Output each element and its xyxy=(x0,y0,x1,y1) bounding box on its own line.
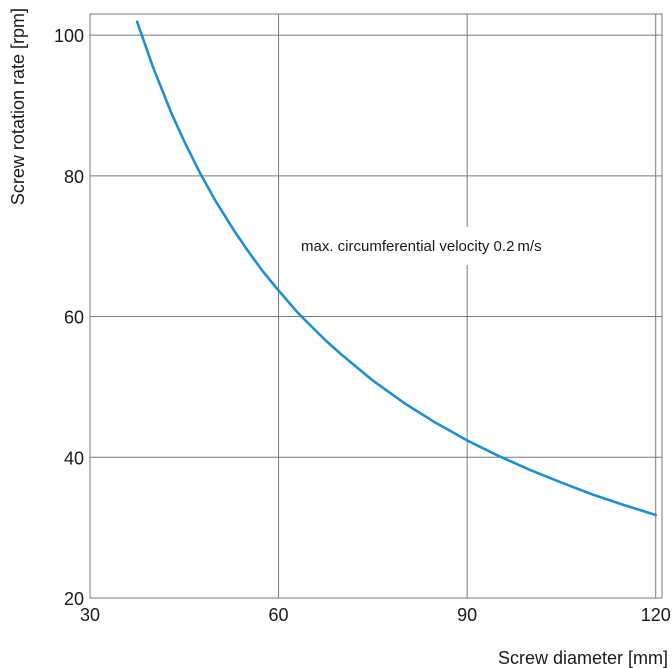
plot-frame xyxy=(89,13,663,599)
annotation-background xyxy=(292,227,614,265)
x-axis-ticks: 30 60 90 120 xyxy=(80,605,671,625)
x-tick-label: 90 xyxy=(457,605,477,625)
y-axis-title: Screw rotation rate [rpm] xyxy=(8,8,28,205)
y-tick-label: 80 xyxy=(64,167,84,187)
plot-border xyxy=(89,13,663,599)
series-layer xyxy=(135,20,658,517)
x-tick-label: 60 xyxy=(269,605,289,625)
y-axis-ticks: 20 40 60 80 100 xyxy=(54,26,84,609)
x-tick-label: 120 xyxy=(641,605,671,625)
annotation-label: max. circumferential velocity 0.2 m/s xyxy=(301,238,542,255)
x-tick-label: 30 xyxy=(80,605,100,625)
x-axis-title: Screw diameter [mm] xyxy=(498,648,668,668)
series-line-0 xyxy=(135,20,658,517)
y-tick-label: 60 xyxy=(64,308,84,328)
y-tick-label: 20 xyxy=(64,589,84,609)
y-tick-label: 100 xyxy=(54,26,84,46)
grid xyxy=(90,14,662,598)
y-tick-label: 40 xyxy=(64,448,84,468)
